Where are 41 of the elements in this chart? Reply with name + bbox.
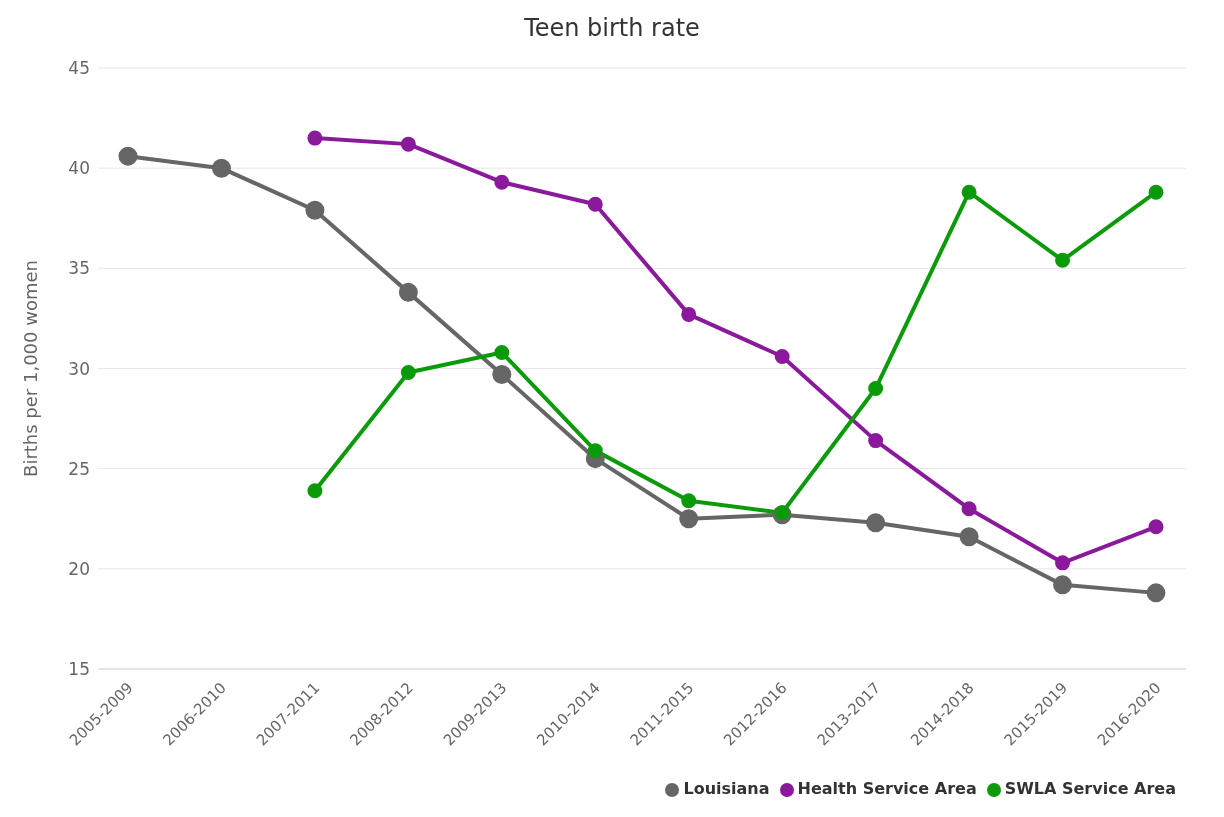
y-tick-label: 30 [68, 358, 90, 379]
point [398, 282, 418, 302]
point [959, 527, 979, 547]
point [587, 443, 603, 459]
point [587, 196, 603, 212]
point [400, 136, 416, 152]
point [494, 174, 510, 190]
y-tick-label: 15 [68, 659, 90, 680]
point [868, 381, 884, 397]
point [961, 184, 977, 200]
point [305, 200, 325, 220]
y-tick-label: 20 [68, 558, 90, 579]
point [494, 344, 510, 360]
point [1053, 575, 1073, 595]
legend-label: SWLA Service Area [1004, 779, 1176, 798]
point [1146, 583, 1166, 603]
legend-label: Health Service Area [797, 779, 977, 798]
point [118, 146, 138, 166]
point [211, 158, 231, 178]
y-axis-title: Births per 1,000 women [20, 260, 42, 477]
y-tick-label: 45 [68, 58, 90, 79]
point [307, 483, 323, 499]
point [1055, 555, 1071, 571]
chart-title: Teen birth rate [523, 13, 701, 44]
point [868, 433, 884, 449]
point [679, 509, 699, 529]
point [400, 365, 416, 381]
point [774, 348, 790, 364]
point [307, 130, 323, 146]
point [1148, 519, 1164, 535]
point [681, 306, 697, 322]
point [1148, 184, 1164, 200]
y-tick-label: 35 [68, 258, 90, 279]
point [681, 493, 697, 509]
point [492, 365, 512, 385]
y-tick-label: 40 [68, 158, 90, 179]
y-tick-label: 25 [68, 458, 90, 479]
point [961, 501, 977, 517]
point [866, 513, 886, 533]
point [1055, 252, 1071, 268]
legend-label: Louisiana [683, 779, 770, 798]
